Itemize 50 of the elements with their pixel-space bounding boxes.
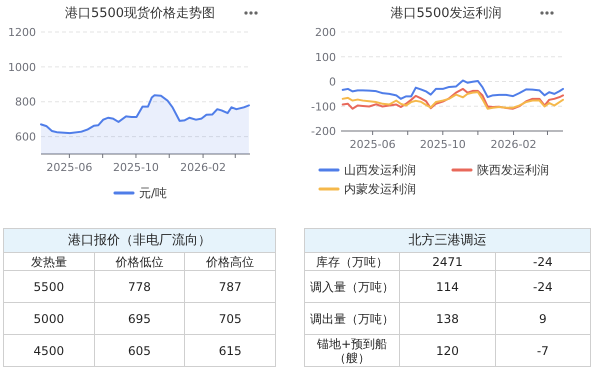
text: 价格低位 bbox=[94, 252, 185, 270]
text: -24 bbox=[495, 270, 590, 302]
legend-label: 陕西发运利润 bbox=[477, 163, 549, 177]
text: 114 bbox=[400, 270, 496, 302]
y-tick-label: 100 bbox=[315, 50, 336, 64]
text: 705 bbox=[184, 302, 276, 334]
y-tick-label: 0 bbox=[329, 76, 336, 88]
text: 北方三港调运 bbox=[304, 228, 590, 252]
y-tick-label: 800 bbox=[15, 96, 36, 109]
legend-label: 元/吨 bbox=[139, 186, 168, 200]
text: 787 bbox=[184, 270, 276, 302]
text: 2471 bbox=[400, 252, 496, 270]
text: 615 bbox=[184, 334, 276, 366]
y-tick-label: 600 bbox=[15, 130, 36, 144]
y-tick-label: 1200 bbox=[8, 26, 36, 39]
line-series bbox=[342, 88, 564, 110]
text: -7 bbox=[495, 334, 590, 366]
chart-title: 港口5500现货价格走势图 bbox=[64, 6, 216, 21]
text: 4500 bbox=[4, 334, 94, 366]
text: 605 bbox=[94, 334, 185, 366]
text: 9 bbox=[495, 302, 590, 334]
x-tick-label: 2025-06 bbox=[46, 161, 92, 174]
x-tick-label: 2026-02 bbox=[180, 161, 226, 174]
y-tick-label: 1000 bbox=[8, 60, 36, 74]
text: 锚地+预到船（艘） bbox=[304, 334, 400, 366]
text: -24 bbox=[495, 252, 590, 270]
line-series bbox=[342, 91, 564, 110]
text: 库存（万吨） bbox=[304, 252, 400, 270]
text: 778 bbox=[94, 270, 185, 302]
text: 138 bbox=[400, 302, 496, 334]
legend-label: 山西发运利润 bbox=[344, 163, 416, 177]
text: 5000 bbox=[4, 302, 94, 334]
text: 港口报价（非电厂流向） bbox=[4, 228, 276, 252]
text: 调入量（万吨） bbox=[304, 270, 400, 302]
text: 5500 bbox=[4, 270, 94, 302]
text: 695 bbox=[94, 302, 185, 334]
chart-title: 港口5500发运利润 bbox=[390, 6, 502, 21]
text: 120 bbox=[400, 334, 496, 366]
y-tick-label: -100 bbox=[311, 100, 336, 114]
y-tick-label: 200 bbox=[315, 26, 336, 39]
text: 调出量（万吨） bbox=[304, 302, 400, 334]
text: 价格高位 bbox=[184, 252, 276, 270]
line-series bbox=[342, 80, 564, 100]
x-tick-label: 2025-10 bbox=[112, 161, 159, 174]
x-tick-label: 2025-06 bbox=[350, 138, 396, 151]
text: 发热量 bbox=[4, 252, 94, 270]
y-tick-label: -200 bbox=[311, 125, 336, 138]
legend-label: 内蒙发运利润 bbox=[344, 182, 416, 196]
x-tick-label: 2026-02 bbox=[490, 138, 537, 151]
x-tick-label: 2025-10 bbox=[420, 138, 466, 151]
